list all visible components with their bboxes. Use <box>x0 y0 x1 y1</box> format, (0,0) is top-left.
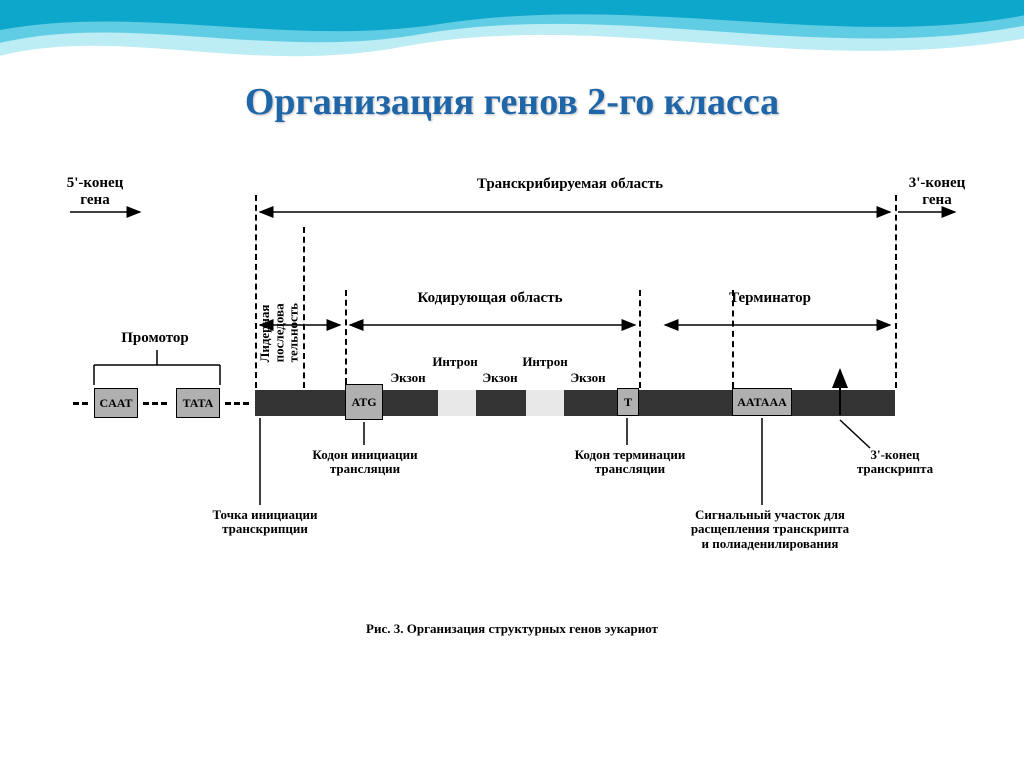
label-3end-transcript: 3'-конец транскрипта <box>835 448 955 477</box>
label-init-codon: Кодон инициации трансляции <box>285 448 445 477</box>
label-init-point: Точка инициации транскрипции <box>180 508 350 537</box>
figure-caption: Рис. 3. Организация структурных генов эу… <box>0 621 1024 637</box>
gene-diagram: 5'-конец гена 3'-конец гена Транскрибиру… <box>60 170 965 600</box>
label-signal: Сигнальный участок для расщепления транс… <box>655 508 885 551</box>
slide-title: Организация генов 2-го класса <box>0 80 1024 124</box>
label-term-codon: Кодон терминации трансляции <box>550 448 710 477</box>
